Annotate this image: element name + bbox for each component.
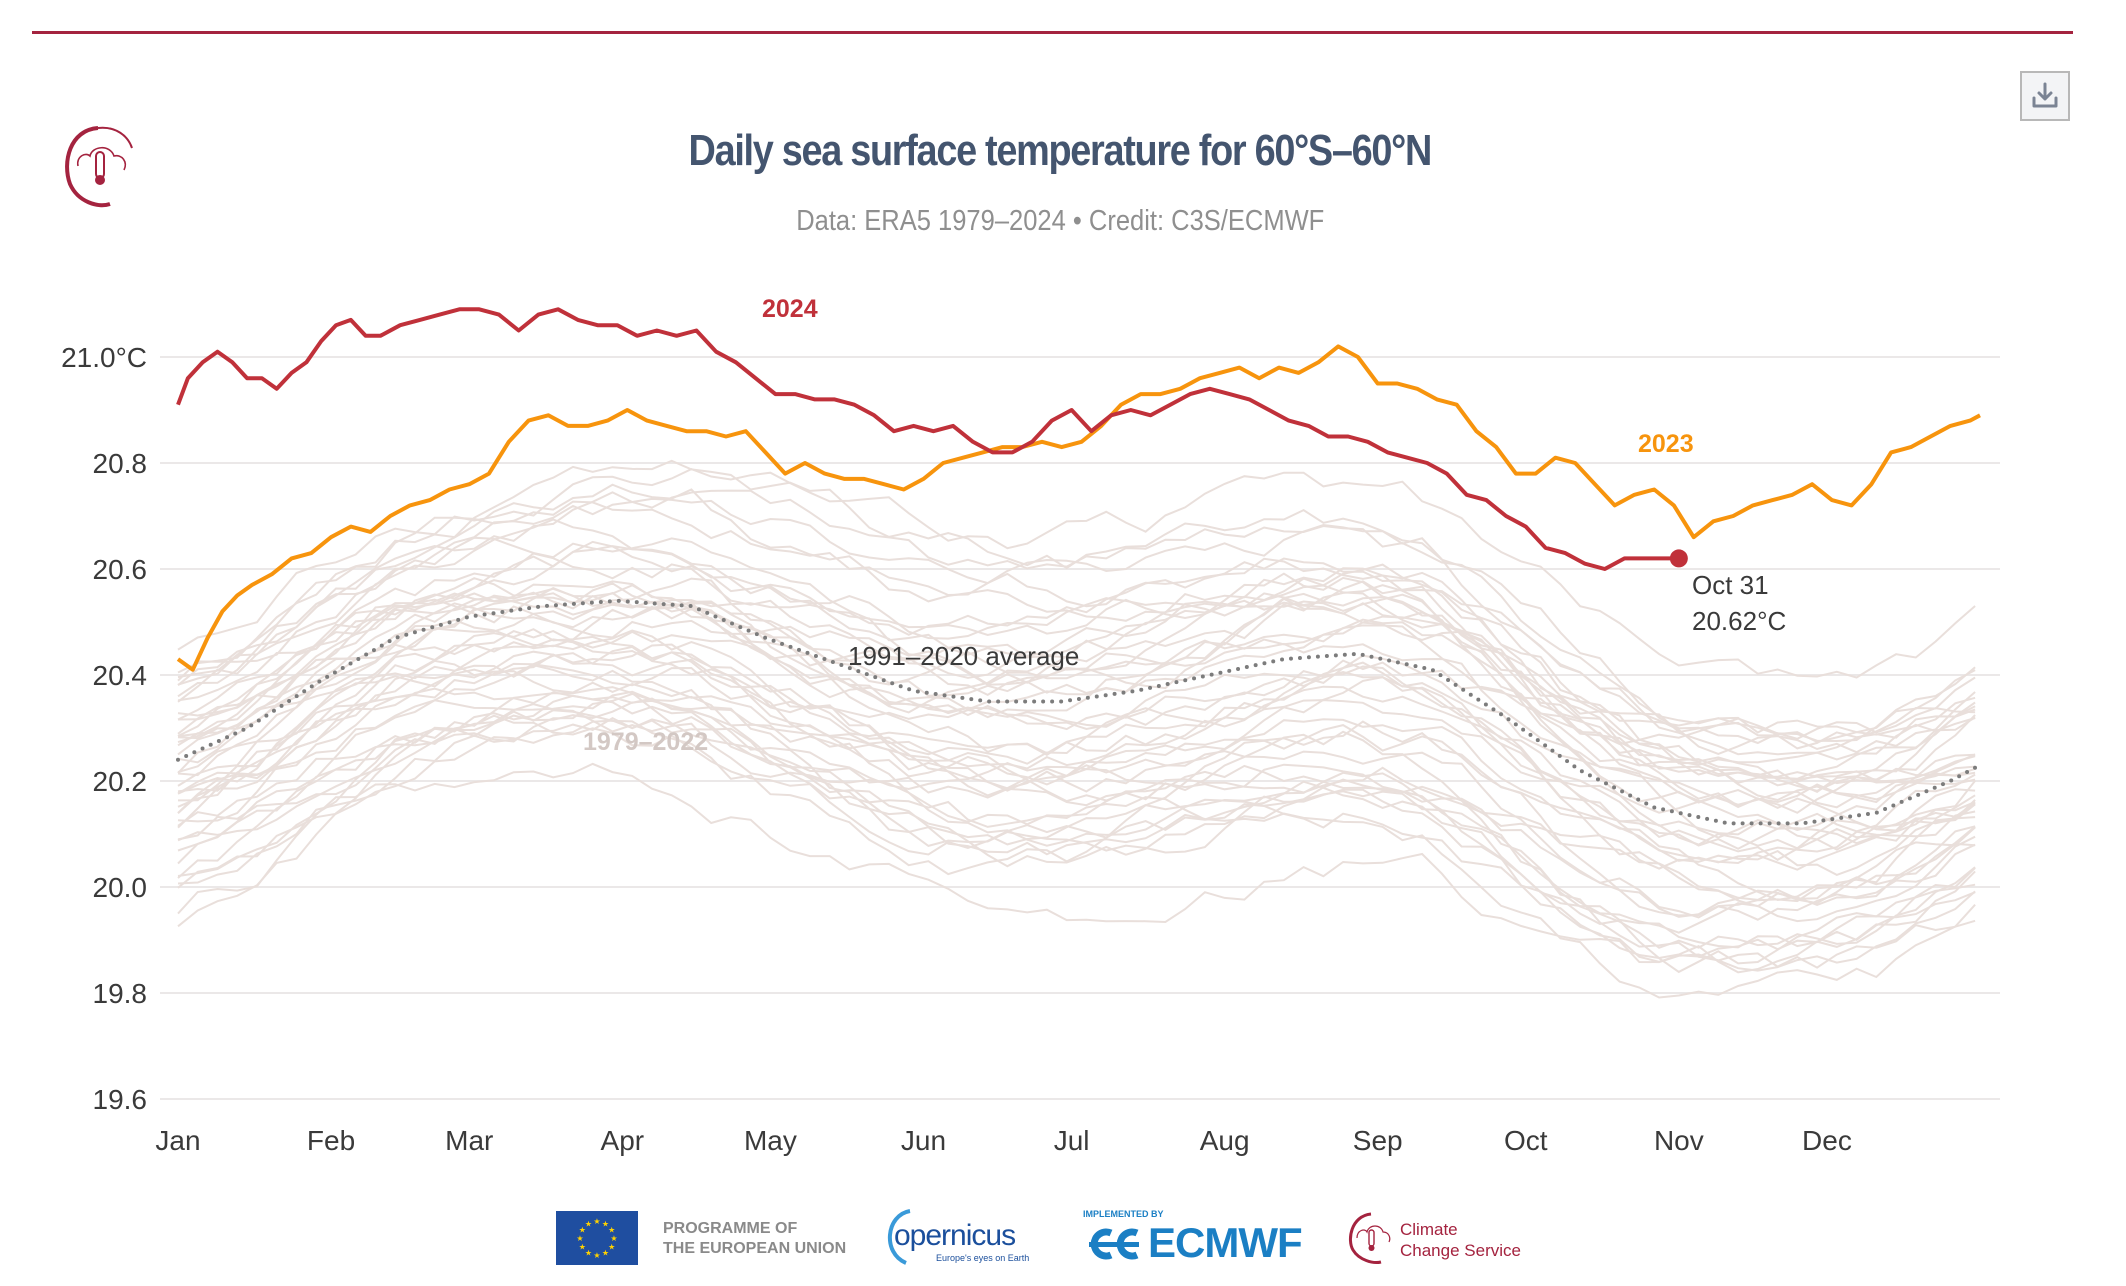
chart-title: Daily sea surface temperature for 60°S–6… (688, 126, 1433, 175)
x-tick-label: Feb (307, 1125, 355, 1156)
series-2024-label: 2024 (762, 295, 818, 323)
x-tick-label: Jul (1054, 1125, 1090, 1156)
c3s-text: Climate Change Service (1400, 1219, 1521, 1261)
eu-star-icon: ★ (576, 1234, 583, 1243)
historical-line-2021 (177, 536, 1976, 787)
historical-label: 1979–2022 (583, 728, 708, 756)
average-label: 1991–2020 average (848, 641, 1079, 671)
series-2023-line (176, 344, 1981, 672)
eu-star-icon: ★ (585, 1249, 592, 1258)
y-tick-label: 20.0 (93, 872, 148, 903)
eu-star-icon: ★ (593, 1251, 600, 1260)
download-button[interactable] (2020, 71, 2070, 121)
x-tick-label: May (744, 1125, 797, 1156)
end-annotation-value: 20.62°C (1692, 606, 1786, 636)
y-tick-label: 19.8 (93, 978, 148, 1009)
historical-line-2022 (177, 497, 1976, 736)
copernicus-logo: opernicus Europe's eyes on Earth (880, 1207, 1040, 1267)
c3s-small-logo-icon (1348, 1212, 1391, 1264)
historical-line-2020 (177, 459, 1976, 743)
x-tick-label: Jan (155, 1125, 200, 1156)
eu-star-icon: ★ (579, 1226, 586, 1235)
historical-line-1983 (177, 600, 1976, 836)
chart-subtitle: Data: ERA5 1979–2024 • Credit: C3S/ECMWF (796, 205, 1325, 237)
x-axis-ticks: Jan Feb Mar Apr May Jun Jul Aug Sep Oct Nov Dec (155, 1125, 1851, 1156)
historical-line-2006 (177, 577, 1976, 832)
eu-programme-text: PROGRAMME OF THE EUROPEAN UNION (663, 1219, 846, 1259)
c3s-line-2: Change Service (1400, 1241, 1521, 1260)
x-tick-label: Oct (1504, 1125, 1548, 1156)
c3s-line-1: Climate (1400, 1220, 1458, 1239)
footer-logos: ★ ★ ★ ★ ★ ★ ★ ★ ★ ★ ★ ★ PROGRAMME OF THE EUROPEAN U… (0, 1207, 2126, 1267)
historical-line-1991 (177, 638, 1976, 871)
y-tick-label: 21.0°C (61, 342, 147, 373)
historical-line-1982 (177, 652, 1976, 949)
historical-line-2007 (177, 643, 1976, 861)
eu-flag-icon: ★ ★ ★ ★ ★ ★ ★ ★ ★ ★ ★ ★ (556, 1211, 638, 1265)
download-icon (2032, 82, 2058, 108)
eu-star-icon: ★ (608, 1226, 615, 1235)
eu-star-icon: ★ (579, 1243, 586, 1252)
historical-line-1988 (177, 580, 1976, 850)
historical-line-1993 (177, 692, 1976, 908)
historical-line-2008 (177, 645, 1976, 876)
eu-star-icon: ★ (608, 1243, 615, 1252)
series-2024-end-point[interactable] (1669, 549, 1688, 568)
end-annotation-date: Oct 31 (1692, 570, 1769, 600)
series-2023-label: 2023 (1638, 430, 1694, 458)
ecmwf-wordmark: ECMWF (1148, 1219, 1303, 1266)
historical-line-2001 (177, 654, 1976, 809)
y-tick-label: 20.2 (93, 766, 148, 797)
historical-lines (177, 459, 1976, 999)
historical-line-1995 (177, 629, 1976, 865)
historical-line-1999 (177, 664, 1976, 902)
x-tick-label: Sep (1353, 1125, 1403, 1156)
historical-line-2018 (177, 545, 1976, 784)
ecmwf-mark-icon (1089, 1228, 1139, 1260)
copernicus-wordmark: opernicus (894, 1219, 1016, 1252)
average-line (176, 598, 1982, 826)
top-accent-rule (32, 31, 2073, 34)
historical-line-2000 (177, 676, 1976, 850)
x-tick-label: Dec (1802, 1125, 1852, 1156)
x-tick-label: Nov (1654, 1125, 1704, 1156)
y-tick-label: 19.6 (93, 1084, 148, 1115)
x-tick-label: Jun (901, 1125, 946, 1156)
eu-star-icon: ★ (610, 1234, 617, 1243)
historical-line-1994 (177, 659, 1976, 921)
historical-line-2017 (177, 483, 1976, 755)
x-tick-label: Aug (1200, 1125, 1250, 1156)
historical-line-2013 (177, 582, 1976, 832)
eu-line-2: THE EUROPEAN UNION (663, 1240, 847, 1257)
y-tick-label: 20.8 (93, 448, 148, 479)
series-2024-line (176, 307, 1679, 571)
eu-star-icon: ★ (602, 1219, 609, 1228)
historical-line-2014 (177, 540, 1976, 792)
copernicus-tagline: Europe's eyes on Earth (936, 1253, 1030, 1263)
historical-line-1985 (177, 762, 1976, 969)
historical-line-2011 (177, 630, 1976, 841)
historical-line-1996 (177, 714, 1976, 917)
y-tick-label: 20.4 (93, 660, 148, 691)
c3s-logo-icon (58, 122, 148, 210)
x-tick-label: Apr (601, 1125, 645, 1156)
eu-star-icon: ★ (602, 1249, 609, 1258)
historical-line-1981 (177, 716, 1976, 972)
historical-line-1989 (177, 709, 1976, 949)
eu-star-icon: ★ (593, 1217, 600, 1226)
historical-line-1980 (177, 694, 1976, 974)
y-tick-label: 20.6 (93, 554, 148, 585)
x-tick-label: Mar (445, 1125, 493, 1156)
ecmwf-implemented-by: IMPLEMENTED BY (1083, 1209, 1164, 1219)
y-axis-ticks: 19.6 19.8 20.0 20.2 20.4 20.6 20.8 21.0°C (61, 342, 147, 1115)
copernicus-arc-icon (888, 1209, 911, 1265)
eu-line-1: PROGRAMME OF (663, 1220, 798, 1237)
historical-line-1987 (177, 628, 1976, 901)
eu-star-icon: ★ (585, 1219, 592, 1228)
